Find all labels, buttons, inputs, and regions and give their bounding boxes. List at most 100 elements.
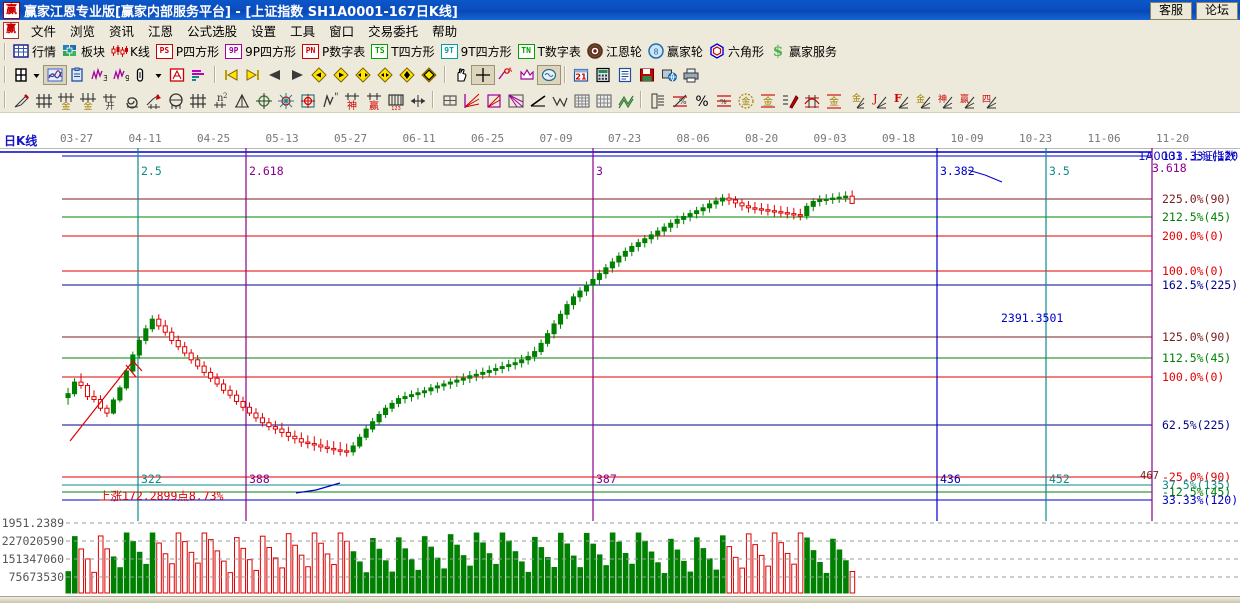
analysis-tool-j-fan[interactable]: J (866, 91, 888, 109)
draw-tool-pen[interactable] (10, 91, 32, 109)
menu-item-browse[interactable]: 浏览 (70, 23, 96, 39)
analysis-tool-pen-levels[interactable] (778, 91, 800, 109)
analysis-tool-si-fan[interactable]: 四 (976, 91, 998, 109)
menu-item-news[interactable]: 资讯 (109, 23, 135, 39)
toolbar-button-kline[interactable]: K线 (108, 42, 153, 61)
menu-item-file[interactable]: 文件 (31, 23, 57, 39)
chart-canvas[interactable] (0, 131, 1240, 596)
forum-button[interactable]: 论坛 (1195, 2, 1238, 20)
distribution-button[interactable] (188, 66, 210, 84)
draw-tool-shen-grid[interactable]: 神 (340, 91, 362, 110)
toolbar-button-t-square[interactable]: TS T四方形 (368, 42, 437, 61)
next-page-button[interactable] (286, 66, 308, 84)
chart-area[interactable]: 日K线 03-27 04-11 04-25 05-13 05-27 06-11 06-25 0… (0, 131, 1240, 596)
draw-tool-grid2[interactable] (186, 91, 208, 109)
analysis-tool-gold-fan2[interactable]: 金 (910, 91, 932, 109)
toolbar-button-9p-square[interactable]: 9P 9P四方形 (222, 42, 299, 61)
menu-item-window[interactable]: 窗口 (329, 23, 355, 39)
analysis-tool-zigzag2[interactable] (614, 91, 636, 109)
draw-tool-box-target[interactable] (296, 91, 318, 109)
menu-item-help[interactable]: 帮助 (432, 23, 458, 39)
period-button[interactable] (10, 66, 44, 84)
first-page-button[interactable] (220, 66, 242, 84)
draw-tool-quote-mark[interactable]: " (318, 91, 340, 109)
analysis-tool-gold-fan[interactable]: 金 (844, 91, 866, 109)
draw-line-button[interactable]: A (494, 66, 516, 84)
analysis-tool-percent[interactable]: % (690, 91, 712, 110)
analysis-tool-gold-levels2[interactable]: 金 (822, 91, 844, 109)
draw-tool-circle-target[interactable] (164, 91, 186, 109)
crown-button[interactable] (516, 66, 538, 84)
customer-service-button[interactable]: 客服 (1149, 2, 1192, 20)
zoom-in-button[interactable] (352, 66, 374, 84)
toolbar-button-gann-wheel[interactable]: 江恩轮 (584, 42, 645, 61)
print-web-button[interactable] (658, 66, 680, 84)
toolbar-button-p-number[interactable]: PN P数字表 (299, 42, 368, 61)
draw-tool-crosshair-circle[interactable] (252, 91, 274, 109)
menu-item-settings[interactable]: 设置 (251, 23, 277, 39)
menu-item-tools[interactable]: 工具 (290, 23, 316, 39)
zoom-out-button[interactable] (374, 66, 396, 84)
analysis-tool-fan-purple[interactable] (504, 91, 526, 109)
analysis-tool-arc-levels[interactable] (800, 91, 822, 109)
draw-tool-spiral[interactable] (120, 91, 142, 109)
analysis-tool-zigzag[interactable] (548, 91, 570, 109)
toolbar-button-hexagon[interactable]: 六角形 (706, 42, 767, 61)
brain-button[interactable] (537, 64, 561, 85)
draw-tool-f-grid[interactable]: 开 (98, 91, 120, 110)
menu-item-gann[interactable]: 江恩 (148, 23, 174, 39)
calendar-button[interactable]: 21 (570, 66, 592, 84)
toolbar-button-quotes[interactable]: 行情 (10, 42, 59, 61)
last-page-button[interactable] (242, 66, 264, 84)
analysis-tool-gold-levels[interactable]: 金 (756, 91, 778, 109)
analysis-tool-percent-levels[interactable]: % (712, 91, 734, 109)
draw-tool-gold-grid2[interactable]: 金 (76, 91, 98, 110)
draw-tool-angle-lines[interactable] (230, 91, 252, 109)
analysis-tool-grid-fine2[interactable] (592, 91, 614, 109)
hand-pan-button[interactable] (450, 66, 472, 84)
toolbar-button-sector[interactable]: 板块 (59, 42, 108, 61)
wave3-button[interactable]: 3 (88, 66, 110, 84)
save-button[interactable] (636, 66, 658, 84)
scale-shrink-button[interactable] (418, 66, 440, 84)
overlay-compare-button[interactable] (43, 64, 67, 85)
analysis-tool-fan[interactable] (460, 91, 482, 109)
draw-tool-span-arrows[interactable] (406, 91, 428, 109)
report-button[interactable] (66, 66, 88, 84)
crosshair-button[interactable] (471, 64, 495, 85)
analysis-tool-percent-cross[interactable]: % (668, 91, 690, 109)
analysis-tool-f-fan[interactable]: F (888, 91, 910, 109)
draw-tool-pen-angle[interactable] (142, 91, 164, 109)
draw-tool-ladder[interactable]: 123 (384, 91, 406, 110)
analysis-tool-grid-fine[interactable] (570, 91, 592, 109)
period-dropdown-arrow[interactable] (32, 67, 41, 83)
analysis-tool-shen-fan[interactable]: 神 (932, 91, 954, 109)
gauge-dropdown-arrow[interactable] (154, 67, 163, 83)
toolbar-button-9t-square[interactable]: 9T 9T四方形 (438, 42, 515, 61)
notes-button[interactable] (614, 66, 636, 84)
draw-tool-star-target[interactable] (274, 91, 296, 109)
wave9-button[interactable]: 9 (110, 66, 132, 84)
analysis-tool-gold-circle[interactable]: 金 (734, 91, 756, 109)
print-button[interactable] (680, 66, 702, 84)
prev-page-button[interactable] (264, 66, 286, 84)
gauge-button[interactable] (132, 66, 166, 84)
calculator-button[interactable] (592, 66, 614, 84)
shift-right-button[interactable] (330, 66, 352, 84)
scale-expand-button[interactable] (396, 66, 418, 84)
toolbar-button-winner-wheel[interactable]: 8 赢家轮 (645, 42, 706, 61)
toolbar-button-winner-service[interactable]: $ 赢家服务 (767, 42, 840, 61)
menu-item-formula[interactable]: 公式选股 (187, 23, 238, 39)
draw-tool-ying-grid[interactable]: 赢 (362, 91, 384, 110)
analysis-tool-angle[interactable] (526, 91, 548, 109)
analysis-tool-box-frame[interactable] (438, 91, 460, 109)
toolbar-button-t-number[interactable]: TN T数字表 (515, 42, 584, 61)
formula-button[interactable] (166, 66, 188, 84)
menu-item-trade[interactable]: 交易委托 (368, 23, 419, 39)
analysis-tool-ying-fan[interactable]: 赢 (954, 91, 976, 109)
shift-left-button[interactable] (308, 66, 330, 84)
draw-tool-gold-grid1[interactable]: 金 (54, 91, 76, 110)
analysis-tool-levels[interactable] (646, 91, 668, 109)
toolbar-button-p-square[interactable]: PS P四方形 (153, 42, 222, 61)
